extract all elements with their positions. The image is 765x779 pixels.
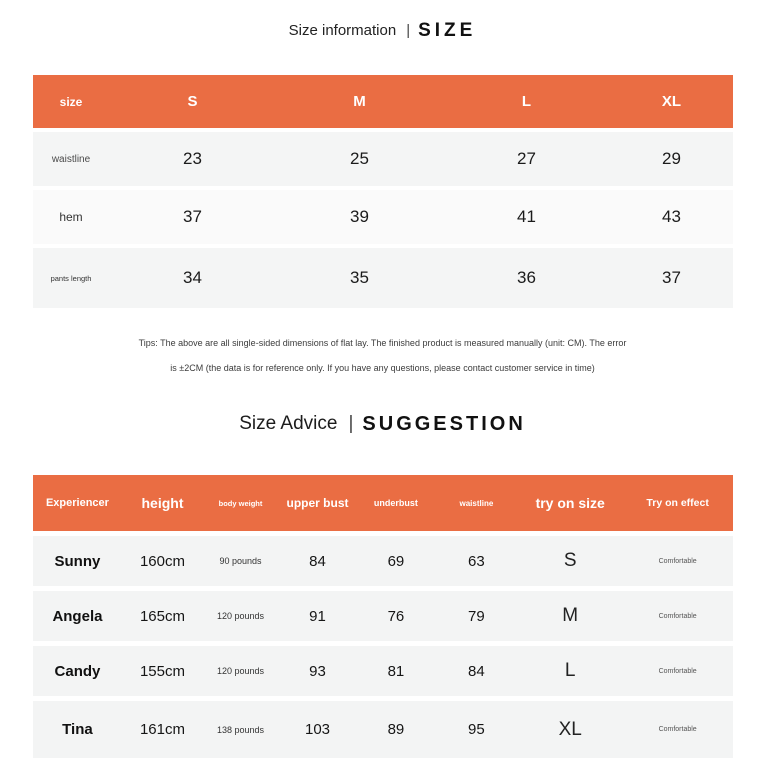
height-cell: 165cm <box>139 607 185 625</box>
title-divider: | <box>348 413 354 434</box>
body-weight-cell: 138 pounds <box>217 724 265 735</box>
effect-cell: Comfortable <box>658 726 697 733</box>
waistline-cell: 63 <box>468 552 485 570</box>
header-cell-try-on-size: try on size <box>535 495 605 511</box>
advice-table: Experiencer height body weight upper bus… <box>33 475 733 758</box>
table-row-angela: Angela 165cm 120 pounds 91 76 79 M Comfo… <box>33 591 733 641</box>
underbust-cell: 69 <box>387 552 405 570</box>
underbust-cell: 89 <box>387 721 405 738</box>
effect-cell: Comfortable <box>658 557 697 565</box>
header-cell-height: height <box>141 495 184 511</box>
value-cell: 43 <box>662 207 681 226</box>
value-cell: 25 <box>350 149 369 168</box>
size-advice-title-label: Size Advice <box>239 413 338 434</box>
row-label: hem <box>59 210 83 224</box>
size-info-title-label: Size information <box>288 22 397 39</box>
body-weight-cell: 120 pounds <box>217 666 265 676</box>
upper-bust-cell: 93 <box>309 662 326 680</box>
header-cell-m: M <box>353 93 366 110</box>
advice-table-header: Experiencer height body weight upper bus… <box>33 475 733 531</box>
value-cell: 35 <box>350 268 369 287</box>
size-info-title: Size information | SIZE <box>0 0 765 42</box>
value-cell: 39 <box>350 207 369 226</box>
experiencer-name: Angela <box>52 607 103 625</box>
value-cell: 34 <box>183 268 202 287</box>
body-weight-cell: 90 pounds <box>219 556 262 566</box>
effect-cell: Comfortable <box>658 612 697 620</box>
experiencer-name: Candy <box>54 662 101 680</box>
try-on-size-cell: L <box>564 660 576 681</box>
row-label: pants length <box>50 273 92 283</box>
header-cell-try-on-effect: Try on effect <box>646 497 709 509</box>
value-cell: 37 <box>183 207 202 226</box>
waistline-cell: 84 <box>468 662 485 680</box>
height-cell: 160cm <box>139 552 185 570</box>
try-on-size-cell: S <box>563 550 577 571</box>
try-on-size-cell: XL <box>558 718 582 740</box>
experiencer-name: Sunny <box>54 552 101 570</box>
upper-bust-cell: 103 <box>305 721 331 738</box>
header-cell-body-weight: body weight <box>218 498 263 508</box>
table-row-pants-length: pants length 34 35 36 37 <box>33 248 733 308</box>
value-cell: 23 <box>183 149 202 168</box>
row-label: waistline <box>51 153 91 165</box>
size-advice-title-tag: SUGGESTION <box>362 413 526 435</box>
underbust-cell: 81 <box>387 662 405 680</box>
waistline-cell: 95 <box>468 721 485 738</box>
upper-bust-cell: 84 <box>309 552 326 570</box>
header-cell-l: L <box>521 93 532 110</box>
value-cell: 36 <box>517 268 536 287</box>
table-row-tina: Tina 161cm 138 pounds 103 89 95 XL Comfo… <box>33 701 733 758</box>
value-cell: 41 <box>517 207 536 226</box>
table-row-hem: hem 37 39 41 43 <box>33 190 733 244</box>
effect-cell: Comfortable <box>658 667 697 675</box>
waistline-cell: 79 <box>468 607 485 625</box>
tips-line-1: Tips: The above are all single-sided dim… <box>138 338 627 348</box>
size-table: size S M L XL waistline 23 25 27 29 hem … <box>33 75 733 308</box>
header-cell-xl: XL <box>661 93 682 110</box>
experiencer-name: Tina <box>62 721 93 738</box>
body-weight-cell: 120 pounds <box>217 611 265 621</box>
table-row-sunny: Sunny 160cm 90 pounds 84 69 63 S Comfort… <box>33 536 733 586</box>
size-table-header: size S M L XL <box>33 75 733 128</box>
try-on-size-cell: M <box>562 605 579 626</box>
height-cell: 155cm <box>139 662 185 680</box>
tips-line-2: is ±2CM (the data is for reference only.… <box>170 363 595 373</box>
value-cell: 37 <box>662 268 681 287</box>
table-row-candy: Candy 155cm 120 pounds 93 81 84 L Comfor… <box>33 646 733 696</box>
title-divider: | <box>406 22 411 39</box>
header-cell-underbust: underbust <box>373 498 418 508</box>
header-cell-upper-bust: upper bust <box>286 496 349 510</box>
header-cell-size: size <box>59 94 83 109</box>
header-cell-waistline: waistline <box>459 498 494 508</box>
size-info-title-tag: SIZE <box>418 20 477 41</box>
table-row-waistline: waistline 23 25 27 29 <box>33 132 733 186</box>
value-cell: 29 <box>662 149 681 168</box>
value-cell: 27 <box>517 149 536 168</box>
upper-bust-cell: 91 <box>309 607 326 625</box>
size-advice-title: Size Advice | SUGGESTION <box>0 413 765 436</box>
header-cell-experiencer: Experiencer <box>45 497 109 509</box>
underbust-cell: 76 <box>387 607 405 625</box>
header-cell-s: S <box>187 93 198 110</box>
tips-note: Tips: The above are all single-sided dim… <box>0 338 765 373</box>
height-cell: 161cm <box>139 721 185 738</box>
